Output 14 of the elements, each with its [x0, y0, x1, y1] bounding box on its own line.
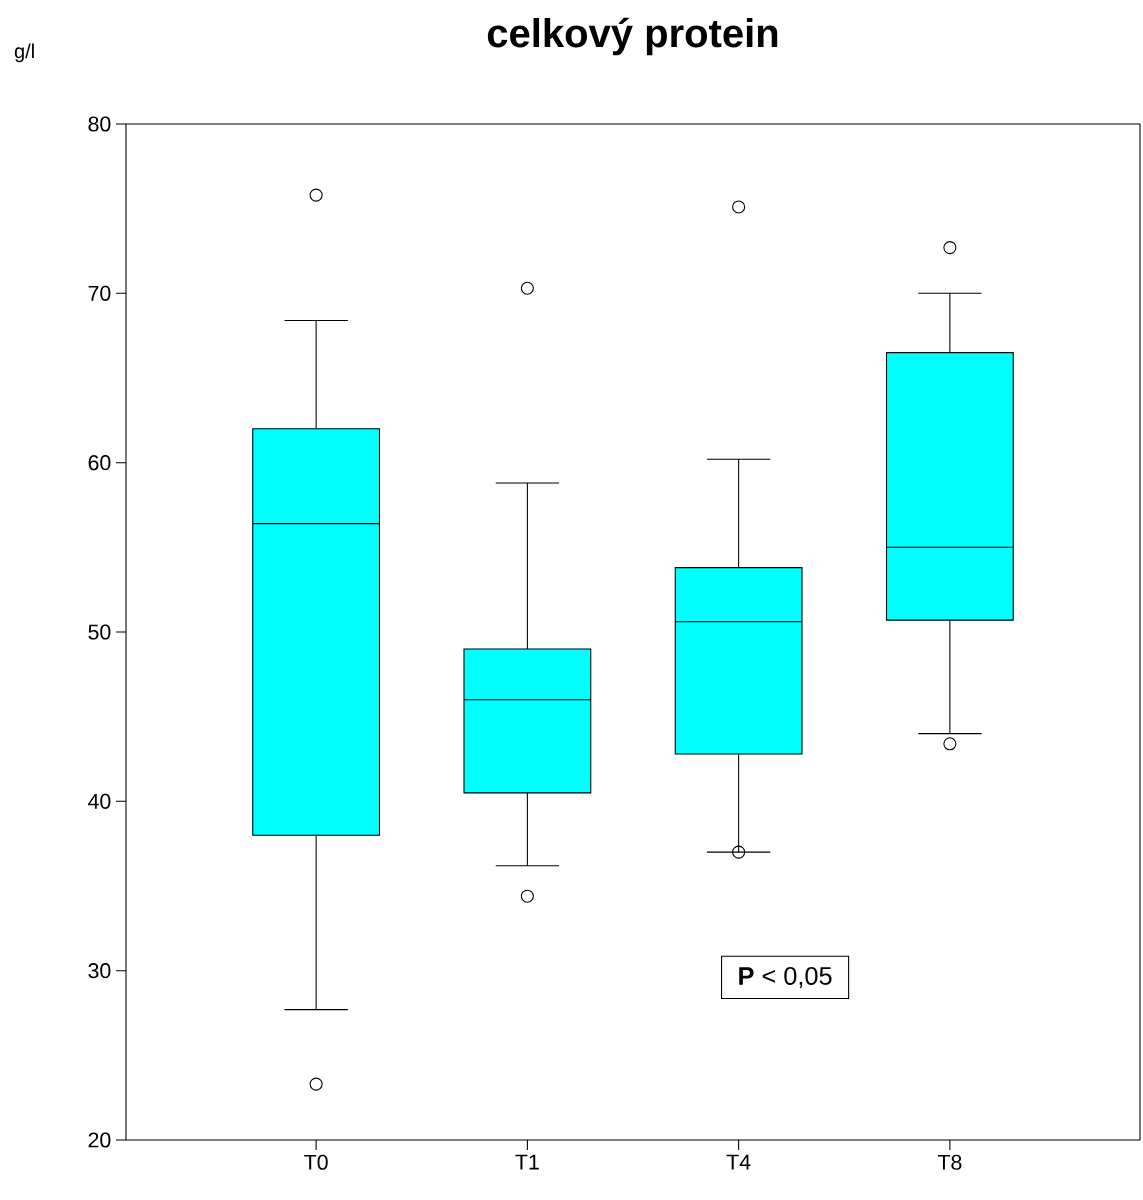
- x-tick-label: T1: [515, 1154, 539, 1170]
- x-tick-label: T0: [304, 1154, 328, 1170]
- chart-title: celkový protein: [487, 17, 778, 56]
- y-tick-label: 50: [88, 624, 111, 640]
- y-axis-title: g/l: [14, 43, 34, 63]
- y-tick-label: 70: [88, 285, 111, 301]
- x-tick-label: T8: [937, 1154, 962, 1170]
- y-tick-label: 60: [88, 455, 111, 471]
- y-tick-label: 20: [88, 1132, 111, 1148]
- y-tick-label: 40: [88, 793, 111, 809]
- x-tick-label: T4: [726, 1154, 751, 1170]
- y-tick-label: 30: [88, 963, 111, 979]
- y-tick-label: 80: [88, 116, 111, 132]
- annotation: P < 0,05: [739, 966, 832, 988]
